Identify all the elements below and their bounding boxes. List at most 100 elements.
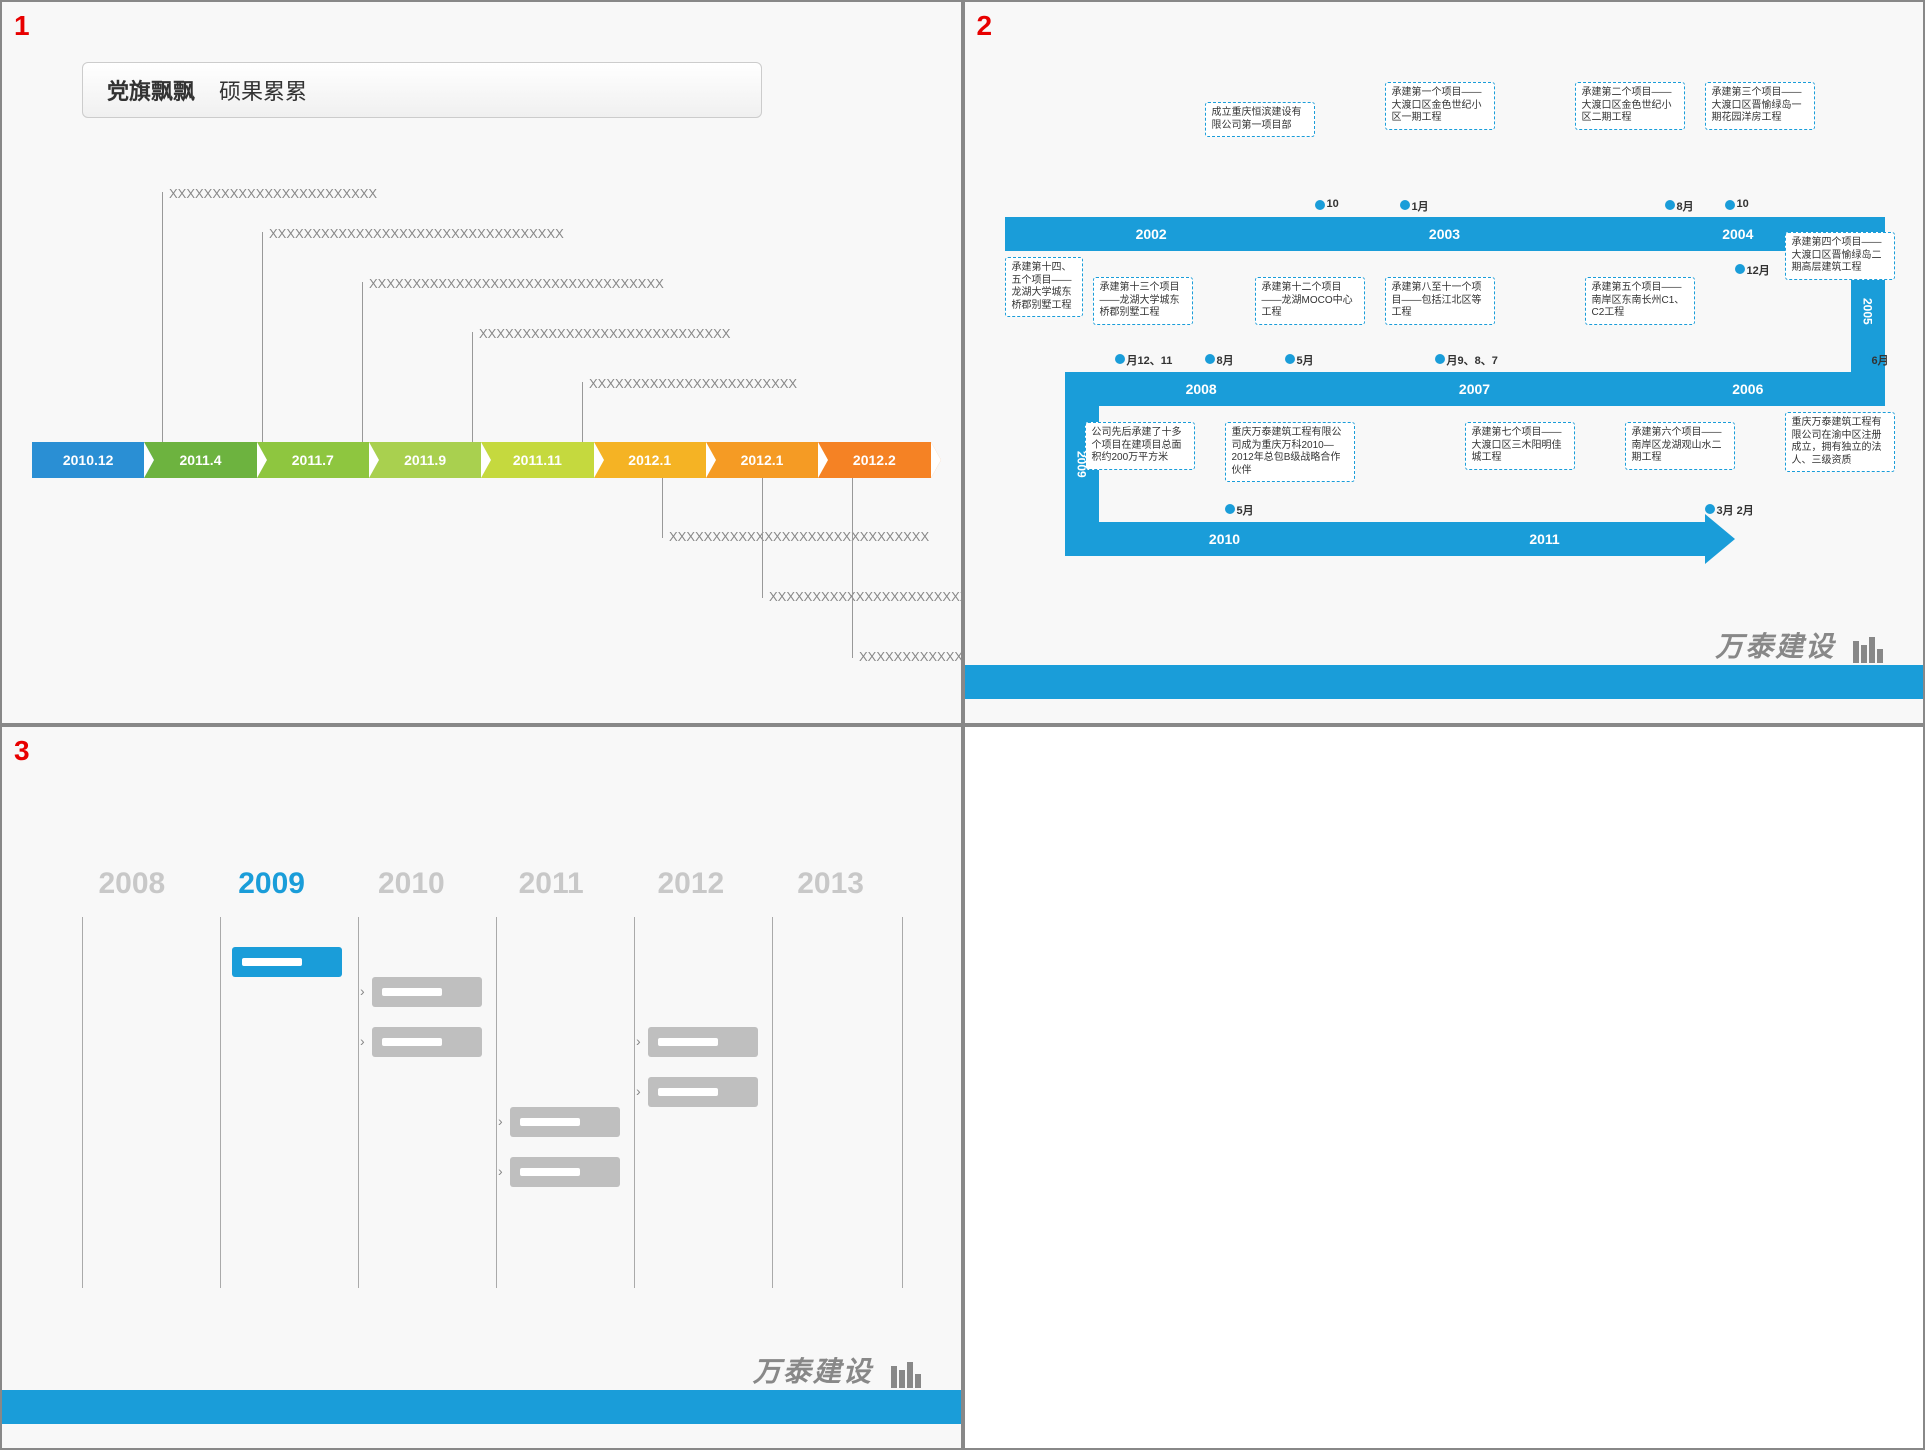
month-label: 10 bbox=[1737, 198, 1749, 210]
event-box: 承建第四个项目——大渡口区晋愉绿岛二期高层建筑工程 bbox=[1785, 232, 1895, 280]
panel-number: 2 bbox=[977, 10, 993, 42]
event-box: 公司先后承建了十多个项目在建项目总面积约200万平方米 bbox=[1085, 422, 1195, 470]
chevron-right-icon: › bbox=[360, 983, 365, 999]
panel-3: 3 200820092010201120122013 ›››››› 万泰建设 bbox=[0, 725, 963, 1450]
panel1-title-rest: 硕果累累 bbox=[219, 74, 307, 106]
panel-4 bbox=[963, 725, 1925, 1450]
panel-number: 3 bbox=[14, 735, 30, 767]
year-label: 2010 bbox=[342, 867, 482, 901]
panel3-footer-bar bbox=[2, 1390, 961, 1424]
timeline-dot bbox=[1860, 354, 1870, 364]
timeline-segment: 2011.7 bbox=[257, 442, 369, 478]
year-divider bbox=[634, 917, 635, 1288]
timeline-dot bbox=[1115, 354, 1125, 364]
year-divider bbox=[496, 917, 497, 1288]
event-bar bbox=[648, 1027, 758, 1057]
chevron-right-icon: › bbox=[498, 1163, 503, 1179]
month-label: 5月 bbox=[1237, 502, 1254, 518]
event-box: 承建第一个项目——大渡口区金色世纪小区一期工程 bbox=[1385, 82, 1495, 130]
timeline-segment: 2011.4 bbox=[144, 442, 256, 478]
annotation-up: XXXXXXXXXXXXXXXXXXXXXXXXXXXXXXXXXX bbox=[362, 282, 363, 442]
timeline-segment: 2012.1 bbox=[706, 442, 818, 478]
timeline-segment: 2011.9 bbox=[369, 442, 481, 478]
month-label: 3月 2月 bbox=[1717, 502, 1754, 518]
month-label: 6月 bbox=[1872, 352, 1889, 368]
timeline-segment: 2012.2 bbox=[818, 442, 930, 478]
event-box: 承建第八至十一个项目——包括江北区等工程 bbox=[1385, 277, 1495, 325]
annotation-up: XXXXXXXXXXXXXXXXXXXXXXXXXXXXXXXXXX bbox=[262, 232, 263, 442]
event-bar bbox=[510, 1157, 620, 1187]
panel1-timeline: 2010.122011.42011.72011.92011.112012.120… bbox=[32, 442, 931, 478]
chevron-right-icon: › bbox=[360, 1033, 365, 1049]
event-box: 重庆万泰建筑工程有限公司在渝中区注册成立，拥有独立的法人、三级资质 bbox=[1785, 412, 1895, 472]
timeline-dot bbox=[1225, 504, 1235, 514]
annotation-up: XXXXXXXXXXXXXXXXXXXXXXXX bbox=[162, 192, 163, 442]
month-label: 月9、8、7 bbox=[1447, 352, 1498, 368]
month-label: 8月 bbox=[1217, 352, 1234, 368]
annotation-down: XXXXXXXXXXXXXXXXXXXXXXXX bbox=[852, 478, 853, 658]
annotation-up: XXXXXXXXXXXXXXXXXXXXXXXXXXXXX bbox=[472, 332, 473, 442]
year-label: 2009 bbox=[202, 867, 342, 901]
timeline-dot bbox=[1205, 354, 1215, 364]
event-box: 重庆万泰建筑工程有限公司成为重庆万科2010—2012年总包B级战略合作伙伴 bbox=[1225, 422, 1355, 482]
arrow-tip-icon bbox=[1705, 514, 1735, 564]
timeline-segment: 2011.11 bbox=[481, 442, 593, 478]
panel2-brand: 万泰建设 bbox=[1715, 625, 1883, 665]
year-divider bbox=[772, 917, 773, 1288]
event-box: 承建第七个项目——大渡口区三木阳明佳城工程 bbox=[1465, 422, 1575, 470]
panel-1: 1 党旗飘飘 硕果累累 2010.122011.42011.72011.9201… bbox=[0, 0, 963, 725]
event-box: 承建第十三个项目——龙湖大学城东桥郡别墅工程 bbox=[1093, 277, 1193, 325]
timeline-dot bbox=[1435, 354, 1445, 364]
year-label: 2008 bbox=[62, 867, 202, 901]
timeline-segment: 2012.1 bbox=[594, 442, 706, 478]
month-label: 1月 bbox=[1412, 198, 1429, 214]
year-label: 2012 bbox=[621, 867, 761, 901]
timeline-dot bbox=[1705, 504, 1715, 514]
chevron-right-icon: › bbox=[636, 1083, 641, 1099]
event-box: 承建第五个项目——南岸区东南长州C1、C2工程 bbox=[1585, 277, 1695, 325]
annotation-up: XXXXXXXXXXXXXXXXXXXXXXXX bbox=[582, 382, 583, 442]
panel2-footer-bar bbox=[965, 665, 1924, 699]
event-box: 成立重庆恒滨建设有限公司第一项目部 bbox=[1205, 102, 1315, 137]
panel1-title-bold: 党旗飘飘 bbox=[107, 74, 195, 106]
annotation-down: XXXXXXXXXXXXXXXXXXXXXXXXXXXXXX bbox=[762, 478, 763, 598]
month-label: 12月 bbox=[1747, 262, 1770, 278]
chevron-right-icon: › bbox=[636, 1033, 641, 1049]
timeline-dot bbox=[1735, 264, 1745, 274]
year-band: 20102011 bbox=[1065, 522, 1705, 556]
month-label: 10 bbox=[1327, 198, 1339, 210]
event-bar bbox=[232, 947, 342, 977]
brand-bars-icon bbox=[889, 1356, 921, 1388]
timeline-dot bbox=[1725, 200, 1735, 210]
timeline-dot bbox=[1665, 200, 1675, 210]
year-divider bbox=[902, 917, 903, 1288]
year-divider bbox=[82, 917, 83, 1288]
year-divider bbox=[358, 917, 359, 1288]
year-band: 200220032004 bbox=[1005, 217, 1885, 251]
timeline-dot bbox=[1315, 200, 1325, 210]
panel3-year-row: 200820092010201120122013 bbox=[62, 867, 901, 901]
event-box: 承建第二个项目——大渡口区金色世纪小区二期工程 bbox=[1575, 82, 1685, 130]
event-bar bbox=[648, 1077, 758, 1107]
event-box: 承建第三个项目——大渡口区晋愉绿岛一期花园洋房工程 bbox=[1705, 82, 1815, 130]
annotation-down: XXXXXXXXXXXXXXXXXXXXXXXXXXXXXX bbox=[662, 478, 663, 538]
year-divider bbox=[220, 917, 221, 1288]
event-box: 承建第六个项目——南岸区龙湖观山水二期工程 bbox=[1625, 422, 1735, 470]
event-bar bbox=[510, 1107, 620, 1137]
panel-number: 1 bbox=[14, 10, 30, 42]
year-band: 200820072006 bbox=[1065, 372, 1885, 406]
brand-bars-icon bbox=[1851, 631, 1883, 663]
month-label: 月12、11 bbox=[1127, 352, 1173, 368]
month-label: 8月 bbox=[1677, 198, 1694, 214]
event-bar bbox=[372, 977, 482, 1007]
year-label: 2011 bbox=[481, 867, 621, 901]
event-box: 承建第十四、五个项目——龙湖大学城东桥郡别墅工程 bbox=[1005, 257, 1083, 317]
year-label: 2013 bbox=[761, 867, 901, 901]
panel1-title-box: 党旗飘飘 硕果累累 bbox=[82, 62, 762, 118]
timeline-segment: 2010.12 bbox=[32, 442, 144, 478]
timeline-dot bbox=[1400, 200, 1410, 210]
panel-2: 2 20022003200420082007200620102011200520… bbox=[963, 0, 1925, 725]
panel3-brand: 万泰建设 bbox=[753, 1350, 921, 1390]
timeline-dot bbox=[1285, 354, 1295, 364]
event-box: 承建第十二个项目——龙湖MOCO中心工程 bbox=[1255, 277, 1365, 325]
